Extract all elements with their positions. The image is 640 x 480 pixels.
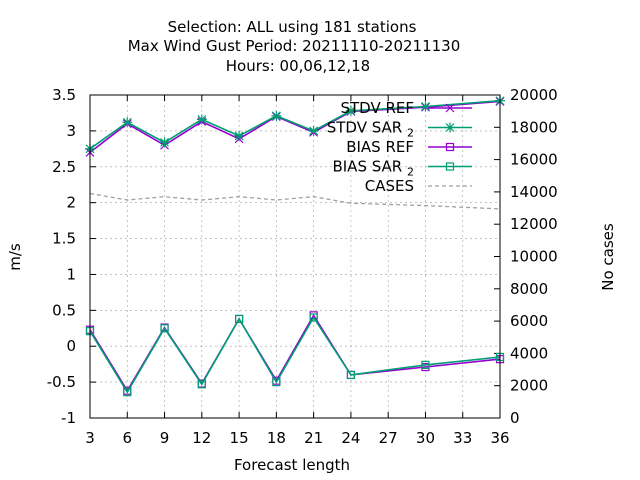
y2-tick-label: 2000 [510,377,548,395]
y2-tick-label: 10000 [510,248,558,266]
y-tick-label: 1.5 [52,230,76,248]
legend-label-text: STDV REF [340,99,414,117]
data-point-star-marker [445,122,455,133]
y-axis-label: m/s [6,243,24,271]
data-point-square-marker [234,314,244,324]
x-tick-label: 12 [192,429,211,447]
x-tick-label: 33 [453,429,472,447]
x-tick-label: 18 [267,429,286,447]
x-tick-label: 3 [85,429,95,447]
title-line-3: Hours: 00,06,12,18 [226,57,370,75]
legend-label-subscript: 2 [407,127,414,140]
y2-tick-label: 4000 [510,344,548,362]
data-point-square-marker [160,324,169,333]
y-tick-label: 0 [66,337,76,355]
data-point-square-marker [197,380,206,389]
y2-tick-label: 18000 [510,118,558,136]
data-point-star-marker [420,101,431,112]
data-point-square-marker [309,313,318,322]
y-tick-label: 2.5 [52,158,76,176]
data-point-square-marker [346,370,356,380]
legend-label-text: STDV SAR [327,119,407,137]
chart-title: Selection: ALL using 181 stations Max Wi… [128,18,461,75]
data-point-star-marker [271,110,282,121]
y-tick-label: 0.5 [52,301,76,319]
data-point-square-marker [445,142,455,152]
legend-label-text: CASES [365,177,414,195]
data-point-star-marker [345,105,356,116]
title-line-1: Selection: ALL using 181 stations [168,18,417,36]
x-tick-label: 24 [341,429,360,447]
y2-tick-label: 14000 [510,183,558,201]
plot-frame [89,94,501,419]
legend-label-text: BIAS SAR [332,158,407,176]
data-point-square-marker [123,388,132,397]
series-line [89,315,501,394]
y2-axis-label: No cases [599,223,617,291]
y-tick-label: 2 [66,194,76,212]
series-line [89,99,501,150]
legend-label-subscript: 2 [407,166,414,179]
data-point-square-marker [421,360,430,369]
legend-label: STDV SAR 2 [327,119,414,140]
data-point-square-marker [272,378,281,387]
axis-ticks: 3 6 9 12 15 18 21 24 27 30 33 36-1-0.500.511.522.53… [47,86,558,447]
y-tick-label: 3.5 [52,86,76,104]
legend-label: BIAS REF [346,138,414,156]
x-tick-label: 27 [379,429,398,447]
y-tick-label: 1 [66,265,76,283]
x-tick-label: 21 [304,429,323,447]
grid [90,95,500,418]
x-tick-label: 6 [122,429,132,447]
series-bias-sar2 [85,313,505,397]
y2-tick-label: 8000 [510,280,548,298]
y2-tick-label: 16000 [510,151,558,169]
data-point-star-marker [196,114,207,125]
title-line-2: Max Wind Gust Period: 20211110-20211130 [128,37,461,55]
x-tick-label: 30 [416,429,435,447]
x-tick-label: 36 [490,429,509,447]
y2-tick-label: 6000 [510,312,548,330]
legend-label: STDV REF [340,99,414,117]
y-tick-label: -0.5 [47,373,76,391]
y2-tick-label: 0 [510,409,520,427]
y2-tick-label: 12000 [510,215,558,233]
legend-label: BIAS SAR 2 [332,158,414,179]
data-point-star-marker [122,117,133,128]
data-point-star-marker [234,130,245,141]
legend-label: CASES [365,177,414,195]
data-point-star-marker [308,125,319,136]
y-tick-label: -1 [61,409,76,427]
series-layer [85,95,505,397]
data-point-x-marker [445,103,455,113]
legend-label-text: BIAS REF [346,138,414,156]
series-line [89,192,501,210]
data-point-square-marker [445,162,455,171]
x-tick-label: 9 [160,429,170,447]
series-line [89,313,501,393]
y-tick-label: 3 [66,122,76,140]
y2-tick-label: 20000 [510,86,558,104]
x-axis-label: Forecast length [234,456,350,474]
series-cases [89,192,501,210]
data-point-star-marker [159,137,170,148]
x-tick-label: 15 [230,429,249,447]
